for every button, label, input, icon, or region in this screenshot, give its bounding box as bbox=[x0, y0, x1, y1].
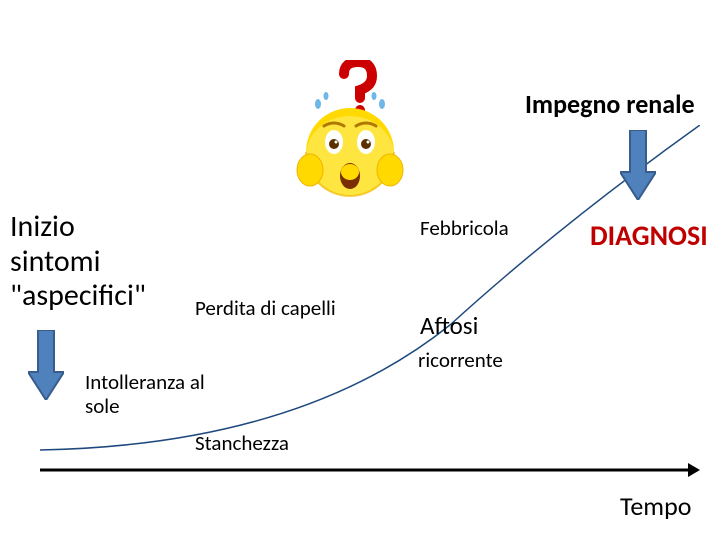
title-impegno-renale: Impegno renale bbox=[525, 88, 695, 120]
axis-label-tempo: Tempo bbox=[620, 490, 691, 522]
confused-face-icon bbox=[290, 60, 410, 200]
arrow-down-left bbox=[28, 330, 64, 400]
arrow-down-right bbox=[620, 130, 656, 200]
left-text-block: Inizio sintomi "aspecifici" bbox=[10, 210, 146, 314]
label-stanchezza: Stanchezza bbox=[195, 430, 289, 456]
label-aftosi: Aftosi bbox=[420, 310, 478, 341]
label-intolleranza: Intolleranza al sole bbox=[85, 370, 205, 418]
label-ricorrente: ricorrente bbox=[418, 347, 503, 373]
label-febbricola: Febbricola bbox=[420, 215, 509, 241]
diagnosi-label: DIAGNOSI bbox=[590, 218, 708, 253]
left-line2: sintomi bbox=[10, 245, 146, 280]
intolleranza-l2: sole bbox=[85, 394, 205, 418]
left-line3: "aspecifici" bbox=[10, 279, 146, 314]
left-line1: Inizio bbox=[10, 210, 146, 245]
intolleranza-l1: Intolleranza al bbox=[85, 370, 205, 394]
label-perdita-capelli: Perdita di capelli bbox=[195, 295, 336, 321]
time-axis-arrow bbox=[40, 460, 700, 480]
